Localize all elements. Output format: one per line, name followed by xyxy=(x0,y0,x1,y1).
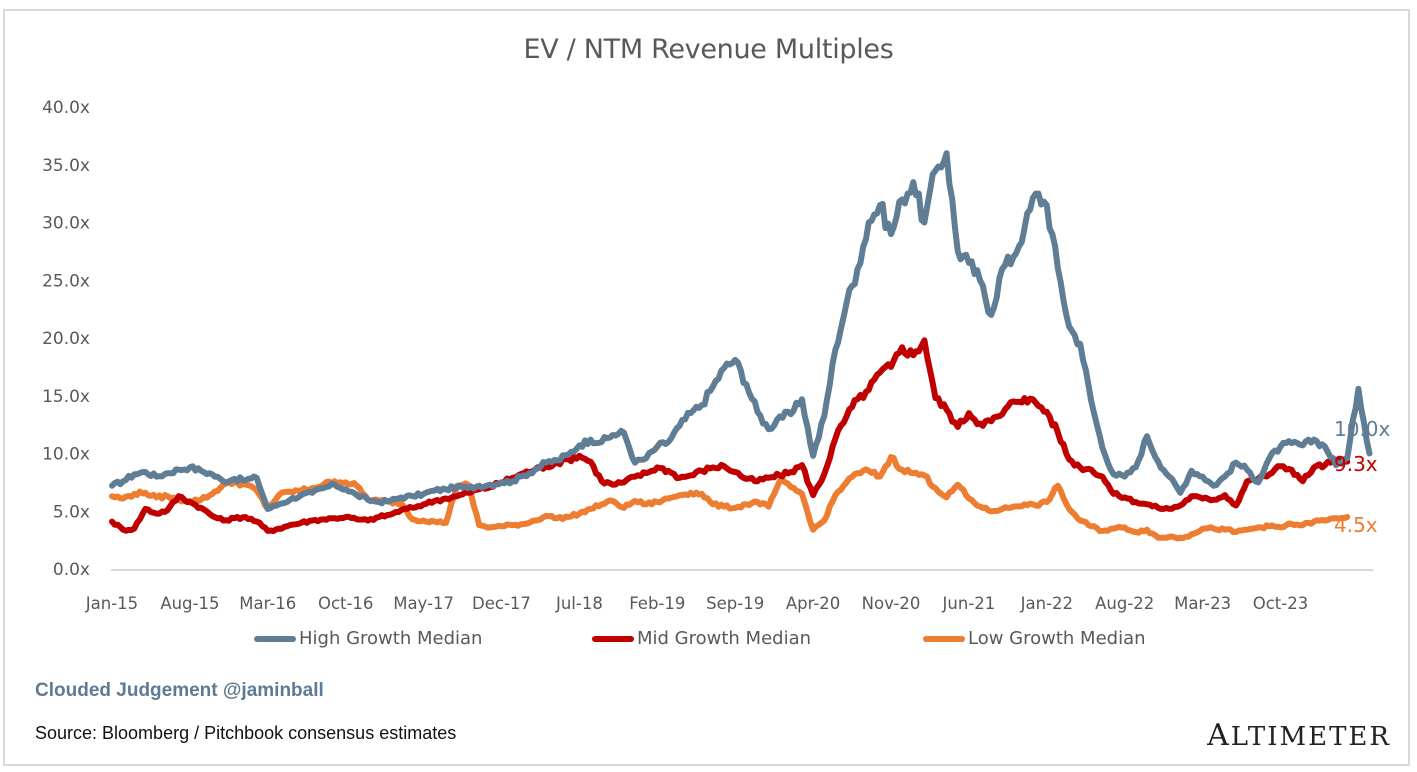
y-tick-label: 25.0x xyxy=(42,271,90,291)
end-labels: 10.0x 9.3x 4.5x xyxy=(1334,417,1391,537)
x-tick-label: May-17 xyxy=(393,594,454,613)
y-tick-label: 15.0x xyxy=(42,387,90,407)
x-tick-label: Dec-17 xyxy=(472,594,531,613)
y-tick-label: 20.0x xyxy=(42,329,90,349)
x-tick-label: Aug-22 xyxy=(1095,594,1154,613)
logo-initial: A xyxy=(1207,718,1231,753)
x-tick-label: Nov-20 xyxy=(862,594,921,613)
x-tick-label: Sep-19 xyxy=(706,594,764,613)
x-tick-label: Jan-15 xyxy=(85,594,138,613)
series-group xyxy=(109,150,1373,542)
legend-swatch-low-growth xyxy=(923,635,965,642)
end-label-mid-growth-median: 9.3x xyxy=(1334,452,1378,476)
legend-label-high-growth: High Growth Median xyxy=(299,628,483,649)
y-tick-label: 5.0x xyxy=(53,502,90,522)
series-line-mid-growth-median xyxy=(109,337,1351,534)
legend-item-high-growth[interactable]: High Growth Median xyxy=(254,628,482,649)
legend-swatch-mid-growth xyxy=(592,635,634,642)
x-tick-label: Jun-21 xyxy=(942,594,996,613)
legend: High Growth Median Mid Growth Median Low… xyxy=(0,628,1417,656)
x-tick-label: Feb-19 xyxy=(629,594,685,613)
y-tick-label: 40.0x xyxy=(42,98,90,118)
legend-label-low-growth: Low Growth Median xyxy=(968,628,1146,649)
chart-title: EV / NTM Revenue Multiples xyxy=(523,34,894,65)
x-tick-label: Oct-16 xyxy=(318,594,373,613)
y-tick-label: 10.0x xyxy=(42,445,90,465)
y-tick-label: 35.0x xyxy=(42,156,90,176)
end-label-low-growth-median: 4.5x xyxy=(1334,513,1378,537)
logo-rest: LTIMETER xyxy=(1230,722,1391,752)
x-tick-label: Aug-15 xyxy=(160,594,219,613)
y-tick-label: 30.0x xyxy=(42,214,90,234)
x-tick-label: Apr-20 xyxy=(786,594,840,613)
x-tick-label: Jan-22 xyxy=(1020,594,1073,613)
series-line-high-growth-median xyxy=(109,150,1373,512)
legend-item-mid-growth[interactable]: Mid Growth Median xyxy=(592,628,811,649)
x-tick-label: Oct-23 xyxy=(1253,594,1308,613)
legend-item-low-growth[interactable]: Low Growth Median xyxy=(923,628,1146,649)
x-tick-label: Mar-23 xyxy=(1174,594,1231,613)
y-tick-label: 0.0x xyxy=(53,560,90,580)
end-label-high-growth-median: 10.0x xyxy=(1334,417,1391,441)
x-axis: Jan-15 Aug-15 Mar-16 Oct-16 May-17 Dec-17 Jul-… xyxy=(85,594,1308,613)
credit-text: Clouded Judgement @jaminball xyxy=(35,680,324,701)
chart-frame xyxy=(3,9,1410,766)
x-tick-label: Jul-18 xyxy=(555,594,603,613)
altimeter-logo: ALTIMETER xyxy=(1207,718,1391,753)
legend-label-mid-growth: Mid Growth Median xyxy=(637,628,812,649)
legend-swatch-high-growth xyxy=(254,635,296,642)
x-tick-label: Mar-16 xyxy=(239,594,296,613)
source-note: Source: Bloomberg / Pitchbook consensus … xyxy=(35,723,457,743)
y-axis: 0.0x 5.0x 10.0x 15.0x 20.0x 25.0x 30.0x 35.0x 40… xyxy=(42,98,90,580)
